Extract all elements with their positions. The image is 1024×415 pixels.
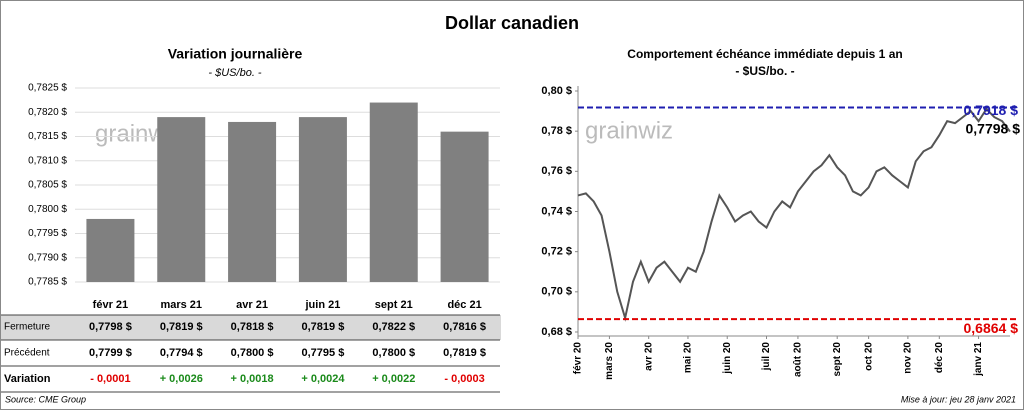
y-tick-label: 0,7820 $ [28,107,67,118]
y-tick-label: 0,70 $ [541,286,572,298]
x-tick-label: févr 21 [93,299,128,311]
last-value-label: 0,7798 $ [966,120,1021,136]
x-tick-label: mai 20 [683,342,694,374]
x-tick-label: oct 20 [863,342,874,371]
bar [228,121,277,282]
bar [440,131,489,282]
bar [157,117,206,282]
y-tick-label: 0,7800 $ [28,204,67,215]
y-tick-label: 0,7795 $ [28,228,67,239]
chart-subtitle: - $US/bo. - [208,67,262,79]
y-tick-label: 0,7825 $ [28,83,67,94]
table-band [1,315,501,340]
y-tick-label: 0,7805 $ [28,180,67,191]
table-cell: 0,7800 $ [372,347,415,359]
y-tick-label: 0,76 $ [541,165,572,177]
table-cell: + 0,0018 [231,373,274,385]
table-cell: + 0,0026 [160,373,203,385]
reference-label: 0,6864 $ [964,320,1019,336]
row-label: Fermeture [4,322,51,333]
x-tick-label: avr 21 [236,299,268,311]
table-cell: 0,7818 $ [231,321,274,333]
x-tick-label: juin 20 [722,342,733,375]
bar [298,117,347,282]
x-tick-label: févr 20 [573,342,584,375]
chart-title: Variation journalière [168,46,303,62]
y-tick-label: 0,78 $ [541,125,572,137]
x-tick-label: nov 20 [903,342,914,374]
page-title: Dollar canadien [445,13,579,33]
y-tick-label: 0,7785 $ [28,277,67,288]
table-cell: 0,7795 $ [302,347,345,359]
table-cell: + 0,0022 [372,373,415,385]
table-cell: - 0,0001 [90,373,130,385]
source: Source: CME Group [5,394,86,404]
table-cell: 0,7816 $ [443,321,486,333]
x-tick-label: juil 20 [761,342,772,372]
y-tick-label: 0,7810 $ [28,155,67,166]
y-tick-label: 0,7815 $ [28,131,67,142]
table-cell: 0,7800 $ [231,347,274,359]
table-cell: 0,7794 $ [160,347,203,359]
y-tick-label: 0,68 $ [541,326,572,338]
table-cell: + 0,0024 [301,373,345,385]
table-cell: 0,7798 $ [89,321,132,333]
table-cell: 0,7822 $ [372,321,415,333]
table-cell: 0,7799 $ [89,347,132,359]
x-tick-label: sept 20 [832,342,843,377]
row-label: Variation [4,373,51,385]
x-tick-label: août 20 [793,342,804,377]
table-cell: 0,7819 $ [443,347,486,359]
table-cell: 0,7819 $ [302,321,345,333]
bar [86,218,135,282]
y-tick-label: 0,74 $ [541,205,572,217]
bar [369,102,418,282]
watermark: grainwiz [585,117,673,144]
x-tick-label: avr 20 [643,342,654,371]
line-series [577,107,1011,322]
x-tick-label: mars 20 [604,342,615,380]
y-tick-label: 0,7790 $ [28,252,67,263]
updated: Mise à jour: jeu 28 janv 2021 [901,394,1016,404]
row-label: Précédent [4,348,50,359]
x-tick-label: déc 21 [447,299,481,311]
x-tick-label: juin 21 [304,299,340,311]
reference-label: 0,7918 $ [964,102,1019,118]
chart-subtitle: - $US/bo. - [735,64,794,78]
x-tick-label: sept 21 [375,299,413,311]
chart-title: Comportement échéance immédiate depuis 1… [627,47,902,61]
y-tick-label: 0,72 $ [541,246,572,258]
x-tick-label: déc 20 [934,342,945,374]
table-cell: - 0,0003 [444,373,484,385]
table-cell: 0,7819 $ [160,321,203,333]
x-tick-label: janv 21 [973,342,984,377]
y-tick-label: 0,80 $ [541,85,572,97]
x-tick-label: mars 21 [160,299,202,311]
